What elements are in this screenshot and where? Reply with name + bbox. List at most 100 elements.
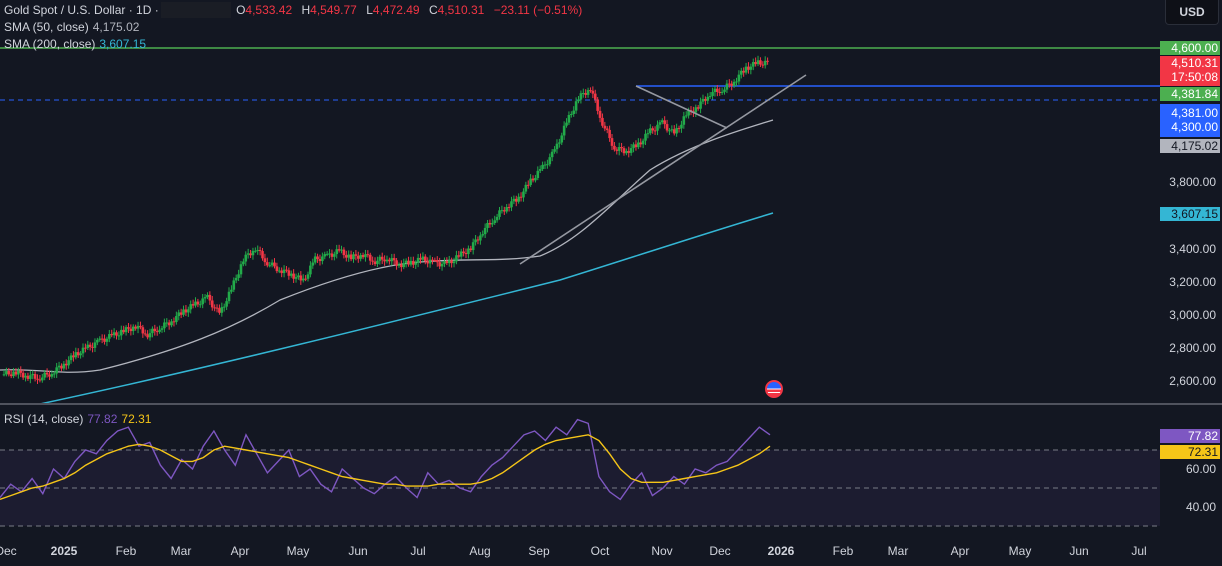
sma50-legend[interactable]: SMA (50, close) 4,175.02 <box>4 19 139 35</box>
candle <box>67 360 70 366</box>
candle <box>651 128 655 131</box>
candle <box>625 150 628 154</box>
candle <box>297 275 300 278</box>
candle <box>261 251 264 259</box>
time-axis-label: Nov <box>651 544 673 558</box>
sma200-line <box>39 212 774 404</box>
candle <box>665 124 669 131</box>
candle <box>627 150 631 153</box>
candle <box>313 256 317 263</box>
candle <box>84 347 87 349</box>
candle <box>194 301 197 306</box>
time-axis-label: Jun <box>348 544 368 558</box>
candle <box>352 254 355 260</box>
candle <box>172 321 176 323</box>
candle <box>723 89 726 92</box>
time-axis[interactable]: Dec 2025 Feb Mar Apr May Jun Jul Aug Sep Oct Nov Dec… <box>0 534 1160 566</box>
candle <box>706 96 710 101</box>
candle <box>98 338 102 340</box>
candle <box>311 262 315 266</box>
candle <box>208 294 212 301</box>
us-flag-event-icon[interactable] <box>765 380 783 398</box>
candle <box>306 274 310 279</box>
sma200-legend[interactable]: SMA (200, close) 3,607.15 <box>4 36 146 52</box>
rsi-tag: 77.82 <box>1160 429 1220 443</box>
candle <box>670 129 674 131</box>
candle <box>17 370 20 375</box>
candle <box>139 325 142 328</box>
candle <box>529 178 532 185</box>
candle <box>163 322 166 329</box>
candle <box>96 339 99 343</box>
candle <box>213 307 216 309</box>
candle <box>433 259 437 261</box>
candle <box>739 70 743 75</box>
candle <box>435 260 439 263</box>
candle <box>93 342 97 348</box>
candle <box>292 273 295 279</box>
candle <box>761 64 765 66</box>
candle <box>376 260 379 265</box>
time-axis-label: Aug <box>469 544 491 558</box>
candle <box>601 117 604 126</box>
rsi-value: 77.82 <box>87 412 118 426</box>
candle <box>340 249 343 251</box>
candle <box>412 260 415 265</box>
candle <box>416 257 420 263</box>
candle <box>474 239 477 243</box>
candle <box>91 346 94 348</box>
candle <box>321 256 324 262</box>
candle <box>426 261 429 264</box>
candle <box>323 254 327 257</box>
candle <box>246 253 250 255</box>
rsi-legend[interactable]: RSI (14, close) 77.82 72.31 <box>4 411 151 427</box>
candle <box>562 125 566 136</box>
candle <box>589 90 592 92</box>
candle <box>629 148 633 153</box>
candle <box>517 196 520 202</box>
candle <box>534 177 537 181</box>
candle <box>414 262 418 265</box>
candle <box>419 257 422 260</box>
candle <box>38 379 42 381</box>
candle <box>522 191 525 198</box>
candle <box>57 365 61 368</box>
candle <box>467 248 470 255</box>
candle <box>421 256 425 260</box>
candle <box>519 196 523 198</box>
candle <box>167 322 171 326</box>
candle <box>198 304 202 306</box>
candle <box>598 110 602 118</box>
pane-separator[interactable] <box>0 403 1222 405</box>
candle <box>699 101 702 109</box>
candle <box>187 309 190 313</box>
candle <box>392 258 396 261</box>
candle <box>728 83 731 85</box>
candle <box>129 328 133 332</box>
candle <box>342 249 346 256</box>
candle <box>64 363 68 366</box>
candle <box>294 277 298 279</box>
candle <box>304 278 307 280</box>
sma200-label: SMA (200, close) <box>4 37 96 51</box>
level-4381-84-tag: 4,381.84 <box>1160 87 1220 101</box>
last-price-tag: 4,510.31 17:50:08 <box>1160 56 1220 86</box>
candle <box>337 249 341 251</box>
price-chart-pane[interactable] <box>0 0 1160 404</box>
candle <box>431 259 434 261</box>
candle <box>718 91 722 93</box>
candle <box>759 60 762 65</box>
candle <box>371 260 374 262</box>
candle <box>41 377 44 381</box>
symbol-title: Gold Spot / U.S. Dollar · 1D · <box>4 3 159 17</box>
candle <box>502 210 506 212</box>
candle <box>747 66 750 70</box>
candle <box>565 122 568 126</box>
candle <box>682 116 686 125</box>
candle <box>45 372 49 375</box>
rsi-pane[interactable] <box>0 405 1160 533</box>
rsi-ma-tag: 72.31 <box>1160 445 1220 459</box>
currency-button[interactable]: USD <box>1165 0 1219 25</box>
rsi-ma-value: 72.31 <box>121 412 152 426</box>
candle <box>134 326 137 329</box>
